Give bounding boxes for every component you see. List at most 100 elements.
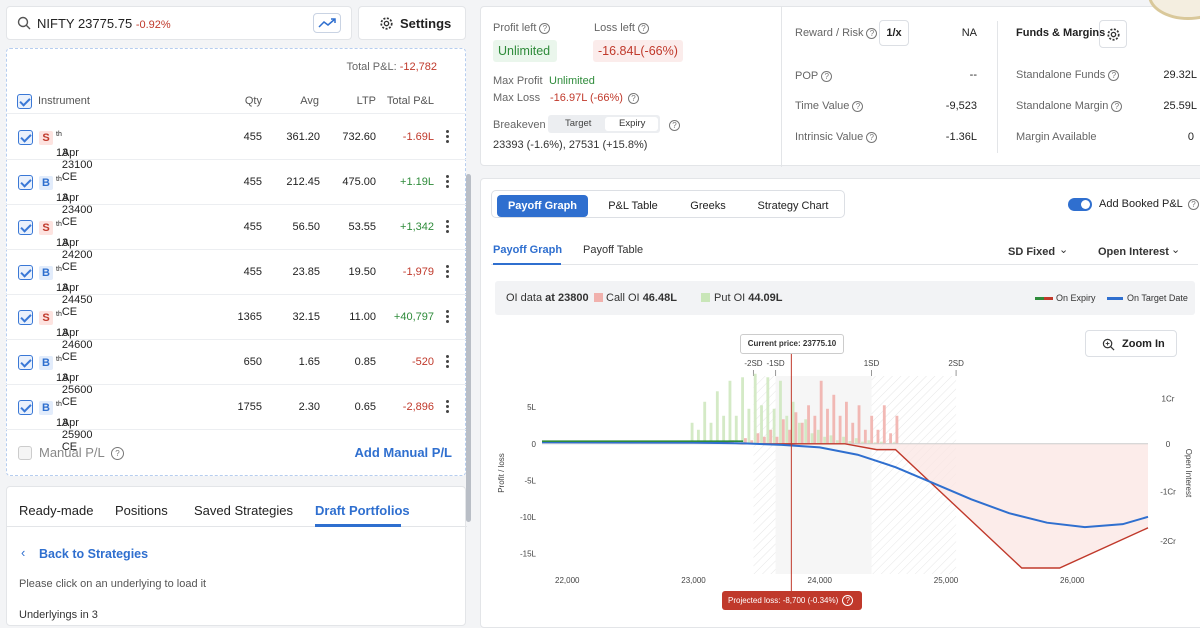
avg-cell: 361.20 bbox=[286, 131, 320, 143]
pnl-cell: -2,896 bbox=[402, 401, 434, 413]
side-badge: B bbox=[39, 356, 53, 370]
tab-pl-table[interactable]: P&L Table bbox=[608, 200, 658, 212]
subtab-payoff-table[interactable]: Payoff Table bbox=[583, 244, 644, 256]
tab-greeks[interactable]: Greeks bbox=[690, 200, 726, 212]
put-oi-bar bbox=[861, 441, 864, 444]
more-options-icon[interactable] bbox=[446, 400, 450, 415]
call-oi-label: Call OI bbox=[606, 292, 640, 304]
search-bar[interactable]: NIFTY 23775.75 -0.92% bbox=[6, 6, 352, 40]
funds-settings-button[interactable] bbox=[1099, 20, 1127, 48]
manual-pl-checkbox[interactable] bbox=[18, 446, 32, 460]
expiry-toggle[interactable]: Expiry bbox=[619, 118, 646, 129]
chevron-down-icon: ⌄ bbox=[1171, 244, 1181, 256]
select-all-checkbox[interactable] bbox=[17, 94, 32, 109]
symbol-change: -0.92% bbox=[135, 19, 171, 31]
time-value: -9,523 bbox=[945, 100, 977, 112]
tab-payoff-graph[interactable]: Payoff Graph bbox=[497, 195, 588, 217]
call-oi-bar bbox=[876, 429, 880, 444]
zoom-in-button[interactable]: Zoom In bbox=[1085, 330, 1177, 357]
y-tick-label: -5L bbox=[524, 476, 536, 485]
profit-left-label: Profit left? bbox=[493, 22, 551, 34]
zoom-in-icon bbox=[1102, 338, 1115, 351]
row-checkbox[interactable] bbox=[18, 175, 33, 190]
projected-loss-text: Projected loss: -8,700 (-0.34%) bbox=[728, 596, 839, 605]
more-options-icon[interactable] bbox=[446, 130, 450, 145]
intrinsic-label: Intrinsic Value? bbox=[795, 131, 878, 143]
put-oi-bar bbox=[854, 438, 858, 444]
payoff-chart[interactable]: -2SD -1SD 1SD 2SD 5L 0 -5L -10L -15L 1Cr 0 -1Cr -2Cr… bbox=[480, 330, 1200, 622]
target-toggle[interactable]: Target bbox=[565, 118, 592, 129]
oi-strike: at 23800 bbox=[545, 292, 589, 304]
standalone-funds-label: Standalone Funds? bbox=[1016, 69, 1120, 81]
more-options-icon[interactable] bbox=[446, 265, 450, 280]
sd-label: -2SD bbox=[744, 359, 762, 368]
reward-risk-toggle[interactable]: 1/x bbox=[879, 20, 909, 46]
put-oi-bar bbox=[690, 422, 694, 444]
call-oi-bar bbox=[756, 433, 760, 444]
underlyings-label: Underlyings in 3 bbox=[19, 609, 98, 621]
tab-positions[interactable]: Positions bbox=[115, 503, 168, 518]
avg-cell: 212.45 bbox=[286, 176, 320, 188]
add-booked-toggle[interactable] bbox=[1068, 198, 1092, 211]
add-manual-pl-button[interactable]: Add Manual P/L bbox=[354, 445, 453, 460]
tab-draft-portfolios[interactable]: Draft Portfolios bbox=[315, 503, 410, 518]
avg-cell: 2.30 bbox=[298, 401, 320, 413]
more-options-icon[interactable] bbox=[446, 355, 450, 370]
zoom-in-label: Zoom In bbox=[1122, 338, 1165, 350]
ltp-cell: 19.50 bbox=[348, 266, 376, 278]
reward-risk-label: Reward / Risk? bbox=[795, 27, 878, 39]
add-booked-label: Add Booked P&L bbox=[1099, 198, 1183, 210]
sd-fixed-dropdown[interactable]: SD Fixed bbox=[1008, 246, 1056, 258]
loss-area bbox=[542, 443, 1148, 568]
call-oi-bar bbox=[781, 419, 785, 444]
qty-cell: 455 bbox=[243, 221, 262, 233]
put-oi-bar bbox=[747, 408, 751, 444]
row-checkbox[interactable] bbox=[18, 220, 33, 235]
ltp-cell: 11.00 bbox=[349, 311, 376, 323]
call-oi-bar bbox=[762, 436, 766, 444]
y-tick-label: 5L bbox=[527, 403, 536, 412]
row-checkbox[interactable] bbox=[18, 355, 33, 370]
margin-available-value: 0 bbox=[1187, 131, 1194, 143]
tab-strategy-chart[interactable]: Strategy Chart bbox=[757, 200, 829, 212]
open-interest-dropdown[interactable]: Open Interest bbox=[1098, 246, 1169, 258]
back-to-strategies-link[interactable]: Back to Strategies bbox=[39, 547, 149, 561]
chart-trend-button[interactable] bbox=[313, 13, 341, 33]
row-checkbox[interactable] bbox=[18, 310, 33, 325]
total-pnl-value: -12,782 bbox=[399, 61, 437, 73]
put-oi-bar bbox=[791, 401, 795, 444]
gear-icon bbox=[380, 17, 393, 30]
more-options-icon[interactable] bbox=[446, 220, 450, 235]
put-oi-value: 44.09L bbox=[748, 292, 783, 304]
more-options-icon[interactable] bbox=[446, 310, 450, 325]
put-oi-bar bbox=[873, 442, 877, 444]
tab-saved-strategies[interactable]: Saved Strategies bbox=[194, 503, 294, 518]
call-oi-bar bbox=[826, 408, 829, 444]
row-checkbox[interactable] bbox=[18, 400, 33, 415]
subtab-payoff-graph[interactable]: Payoff Graph bbox=[493, 244, 563, 256]
row-checkbox[interactable] bbox=[18, 130, 33, 145]
more-options-icon[interactable] bbox=[446, 175, 450, 190]
tab-ready-made[interactable]: Ready-made bbox=[19, 503, 94, 518]
settings-button[interactable]: Settings bbox=[358, 6, 466, 40]
put-oi-bar bbox=[696, 429, 700, 444]
row-checkbox[interactable] bbox=[18, 265, 33, 280]
scrollbar[interactable] bbox=[466, 174, 471, 522]
standalone-margin-value: 25.59L bbox=[1163, 100, 1197, 112]
side-badge: B bbox=[39, 401, 53, 415]
x-tick-label: 26,000 bbox=[1060, 576, 1085, 585]
